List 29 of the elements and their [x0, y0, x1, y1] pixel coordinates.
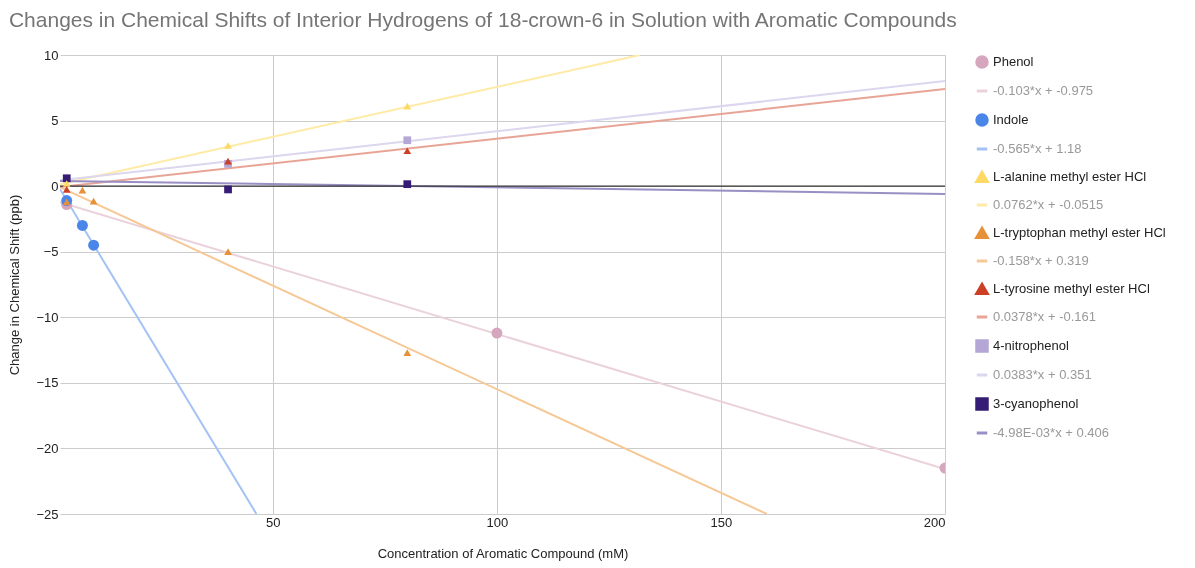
- legend-label: Phenol: [993, 54, 1034, 69]
- x-axis-title: Concentration of Aromatic Compound (mM): [377, 545, 629, 561]
- legend-label: 0.0762*x + -0.0515: [993, 197, 1104, 212]
- x-tick-label: 150: [710, 514, 733, 530]
- y-tick-label: −20: [36, 440, 59, 456]
- legend-label: 3-cyanophenol: [993, 396, 1079, 411]
- x-tick-label: 200: [923, 514, 946, 530]
- legend-label: Indole: [993, 112, 1029, 127]
- x-tick-label: 50: [266, 514, 281, 530]
- chart-title: Changes in Chemical Shifts of Interior Hydrogens of 18-crown-6 in Solution with Aromatic Compounds: [8, 8, 957, 31]
- x-tick-label: 100: [486, 514, 509, 530]
- y-axis-title: Change in Chemical Shift (ppb): [7, 194, 23, 376]
- legend-label: L-tyrosine methyl ester HCl: [993, 281, 1150, 296]
- y-tick-label: 0: [51, 178, 59, 194]
- legend-label: L-alanine methyl ester HCl: [993, 169, 1147, 184]
- y-tick-label: −5: [43, 244, 59, 260]
- legend-label: -4.98E-03*x + 0.406: [993, 425, 1109, 440]
- legend-label: L-tryptophan methyl ester HCl: [993, 225, 1166, 240]
- legend-label: -0.158*x + 0.319: [993, 253, 1089, 268]
- legend-label: -0.565*x + 1.18: [993, 141, 1082, 156]
- y-tick-label: 5: [51, 113, 59, 129]
- legend-label: 0.0383*x + 0.351: [993, 367, 1092, 382]
- y-tick-label: 10: [44, 47, 59, 63]
- legend-label: 4-nitrophenol: [993, 338, 1069, 353]
- legend-label: -0.103*x + -0.975: [993, 83, 1094, 98]
- y-tick-label: −25: [36, 506, 59, 522]
- y-tick-label: −15: [36, 375, 59, 391]
- legend-label: 0.0378*x + -0.161: [993, 309, 1096, 324]
- y-tick-label: −10: [36, 309, 59, 325]
